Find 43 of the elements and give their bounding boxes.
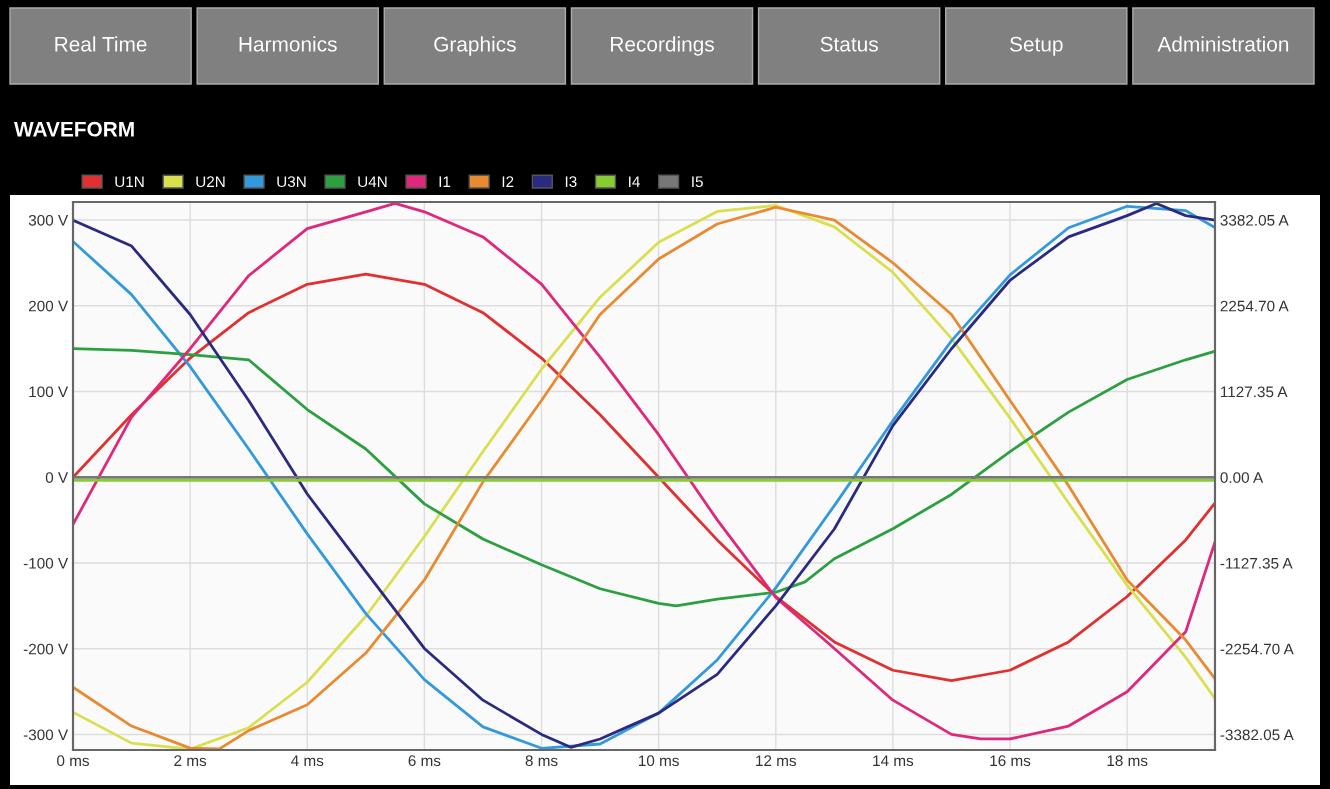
line-series: [73, 347, 1215, 608]
text: Harmonics: [239, 36, 337, 52]
legend-label: U2N: [196, 176, 225, 188]
text: Graphics: [434, 36, 516, 56]
legend-label: U1N: [115, 176, 144, 188]
y2-tick-label: 2254.70 A: [1220, 300, 1289, 312]
line-series: [73, 272, 1215, 682]
y-tick-label: 300 V: [28, 214, 69, 226]
legend-label: I1: [439, 176, 451, 187]
text: Real Time: [55, 36, 147, 52]
chart-title: WAVEFORM: [14, 121, 134, 137]
y2-tick-label: 1127.35 A: [1221, 386, 1288, 398]
y-tick-label: -300 V: [23, 729, 69, 741]
legend-label: U4N: [358, 176, 387, 188]
x-tick-label: 6 ms: [408, 755, 441, 767]
y-tick-label: 0 V: [45, 472, 69, 483]
x-tick-label: 0 ms: [57, 755, 89, 767]
x-tick-label: 8 ms: [525, 755, 558, 767]
y2-tick-label: -2254.70 A: [1220, 643, 1294, 655]
legend-label: I4: [629, 176, 640, 187]
y-tick-label: -100 V: [23, 557, 69, 569]
x-tick-label: 14 ms: [873, 755, 914, 767]
x-tick-label: 2 ms: [174, 755, 207, 767]
legend-label: U3N: [277, 176, 306, 188]
legend-label: I3: [565, 176, 577, 188]
x-tick-label: 18 ms: [1107, 755, 1148, 767]
y2-tick-label: 0.00 A: [1220, 472, 1264, 483]
x-tick-label: 16 ms: [990, 755, 1031, 767]
y-tick-label: 200 V: [28, 300, 69, 312]
y2-tick-label: 3382.05 A: [1220, 214, 1289, 226]
legend-label: I5: [692, 176, 703, 188]
text: Recordings: [611, 36, 714, 56]
y2-tick-label: -3382.05 A: [1220, 729, 1294, 741]
y-tick-label: 100 V: [29, 386, 69, 398]
text: Setup: [1010, 36, 1063, 56]
y2-tick-label: -1127.35 A: [1220, 557, 1293, 569]
y-tick-label: -200 V: [23, 643, 69, 655]
x-tick-label: 12 ms: [756, 755, 797, 767]
x-tick-label: 4 ms: [291, 755, 324, 767]
text: Status: [820, 36, 878, 52]
x-tick-label: 10 ms: [639, 755, 679, 767]
text: Administration: [1157, 36, 1289, 52]
legend-label: I2: [502, 176, 514, 187]
